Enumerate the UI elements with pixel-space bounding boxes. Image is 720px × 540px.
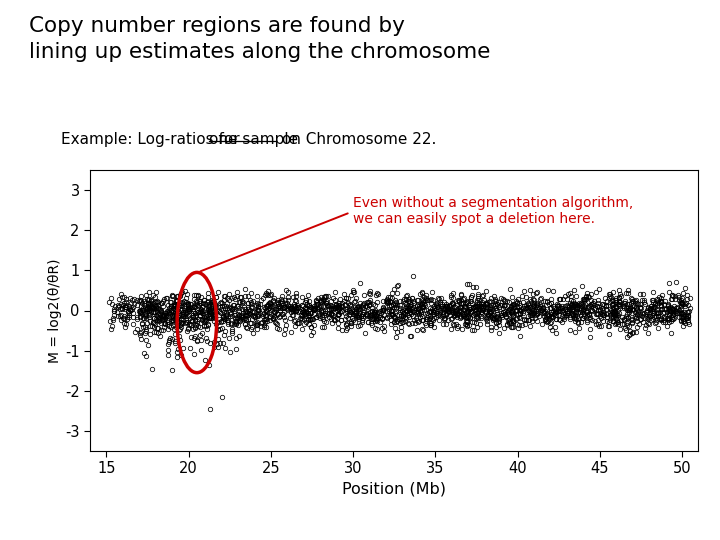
- X-axis label: Position (Mb): Position (Mb): [342, 482, 446, 497]
- Text: Example: Log-ratios for: Example: Log-ratios for: [61, 132, 245, 147]
- Text: Even without a segmentation algorithm,
we can easily spot a deletion here.: Even without a segmentation algorithm, w…: [200, 196, 634, 272]
- Y-axis label: M = log2(θ/θR): M = log2(θ/θR): [48, 258, 62, 363]
- Text: Copy number regions are found by
lining up estimates along the chromosome: Copy number regions are found by lining …: [29, 16, 490, 62]
- Text: on Chromosome 22.: on Chromosome 22.: [277, 132, 436, 147]
- Text: one sample: one sample: [209, 132, 298, 147]
